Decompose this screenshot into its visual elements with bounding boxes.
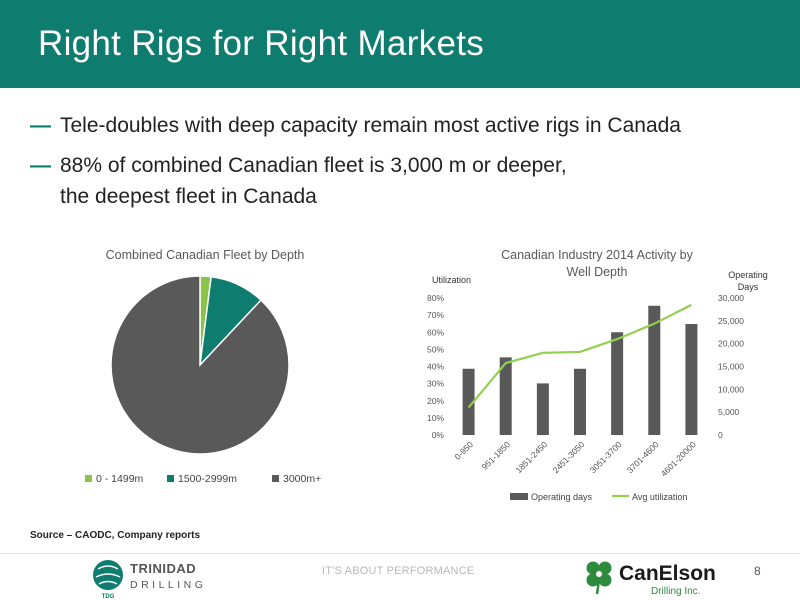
right-tick-2: 10,000 [718,384,744,394]
x-label-1: 951-1850 [480,439,513,472]
left-axis-ticks: 0% 10% 20% 30% 40% 50% 60% 70% 80% [427,293,444,440]
trinidad-line2: DRILLING [130,579,206,591]
x-label-6: 4601-20000 [659,439,698,478]
right-tick-1: 5,000 [718,407,740,417]
footer-divider [0,553,800,554]
right-axis-ticks: 0 5,000 10,000 15,000 20,000 25,000 30,000 [718,293,744,440]
right-axis-label-line1: Operating [728,270,768,280]
x-label-5: 3701-4600 [625,439,661,475]
left-tick-2: 20% [427,396,444,406]
canelson-logo: CanElson Drilling Inc. [586,561,716,597]
bar-6 [685,324,698,435]
pie-chart: Combined Canadian Fleet by Depth 0 - 149… [85,248,321,485]
bullet-2-text-line2: the deepest fleet in Canada [60,185,317,208]
utilization-polyline [467,303,692,409]
pie-legend: 0 - 1499m 1500-2999m 3000m+ [85,473,321,485]
pie-legend-label-1: 1500-2999m [178,473,237,485]
left-tick-5: 50% [427,344,444,354]
bar-1 [499,357,512,435]
left-tick-6: 60% [427,327,444,337]
bars [462,305,698,435]
pie-slices [110,275,290,455]
slide-title: Right Rigs for Right Markets [38,24,485,63]
x-label-3: 2451-3050 [551,439,587,475]
pie-legend-swatch-1 [167,475,174,482]
bar-2 [536,383,549,435]
combo-legend: Operating days Avg utilization [510,492,687,502]
bar-3 [574,368,586,435]
dash-icon: — [30,114,51,137]
clover-icon [586,561,612,595]
combo-chart: Canadian Industry 2014 Activity by Well … [427,248,768,502]
left-tick-8: 80% [427,293,444,303]
bar-0 [462,368,475,435]
left-tick-1: 10% [427,413,444,423]
utilization-line [467,303,692,409]
bar-4 [611,332,624,435]
right-tick-5: 25,000 [718,316,744,326]
source-note: Source – CAODC, Company reports [30,530,201,541]
title-bar: Right Rigs for Right Markets [0,0,800,88]
x-label-2: 1851-2450 [513,439,549,475]
trinidad-mark: TDG [102,594,115,600]
pie-chart-title: Combined Canadian Fleet by Depth [106,248,305,262]
bullet-1-text: Tele-doubles with deep capacity remain m… [60,114,681,137]
combo-chart-title-line2: Well Depth [567,265,628,279]
right-tick-6: 30,000 [718,293,744,303]
right-tick-3: 15,000 [718,362,744,372]
tagline: IT'S ABOUT PERFORMANCE [322,565,475,577]
pie-legend-swatch-0 [85,475,92,482]
pie-legend-label-0: 0 - 1499m [96,473,144,485]
x-axis-labels: 0-950 951-1850 1851-2450 2451-3050 3051-3700… [453,439,698,478]
left-tick-4: 40% [427,362,444,372]
right-tick-4: 20,000 [718,339,744,349]
bar-5 [648,305,661,435]
right-tick-0: 0 [718,430,723,440]
canelson-name: CanElson [619,562,716,585]
left-tick-0: 0% [432,430,445,440]
globe-icon [93,560,123,590]
pie-slice-2 [110,275,290,455]
dash-icon: — [30,154,51,177]
legend-label-line: Avg utilization [632,492,687,502]
legend-label-bars: Operating days [531,492,593,502]
left-tick-3: 30% [427,379,444,389]
legend-swatch-bars [510,493,528,500]
bullet-2-text-line1: 88% of combined Canadian fleet is 3,000 … [60,154,567,177]
canelson-sub: Drilling Inc. [651,586,700,597]
left-axis-label: Utilization [432,275,471,285]
left-tick-7: 70% [427,310,444,320]
pie-legend-swatch-2 [272,475,279,482]
x-label-0: 0-950 [453,439,476,462]
trinidad-logo: TDG TRINIDAD DRILLING [93,560,206,600]
right-axis-label-line2: Days [738,282,759,292]
combo-chart-title-line1: Canadian Industry 2014 Activity by [501,248,694,262]
pie-legend-label-2: 3000m+ [283,473,321,485]
page-number: 8 [754,564,761,578]
trinidad-line1: TRINIDAD [130,561,196,576]
x-label-4: 3051-3700 [588,439,624,475]
